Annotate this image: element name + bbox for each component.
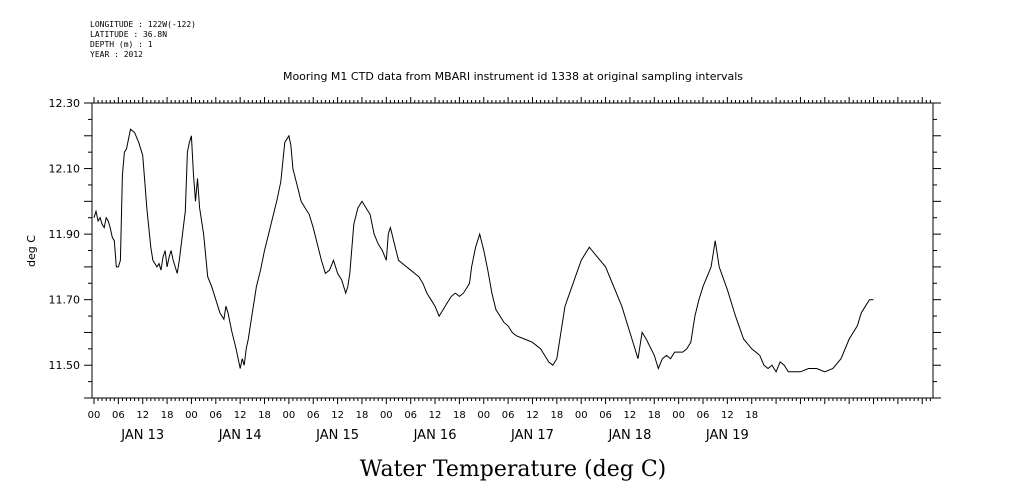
day-label: JAN 19 (705, 428, 749, 443)
x-tick-label: 06 (112, 410, 125, 421)
day-label: JAN 17 (510, 428, 554, 443)
x-tick-label: 00 (88, 410, 101, 421)
x-tick-label: 06 (697, 410, 710, 421)
x-tick-label: 18 (648, 410, 661, 421)
series-line (93, 128, 874, 373)
x-tick-label: 12 (429, 410, 442, 421)
x-tick-label: 00 (575, 410, 588, 421)
x-tick-label: 12 (721, 410, 734, 421)
x-tick-label: 00 (283, 410, 296, 421)
x-tick-label: 06 (404, 410, 417, 421)
day-label: JAN 14 (218, 428, 262, 443)
x-axis-tick-labels: 00 06 12 18 00 06 12 18 00 06 12 18 00 06 12 18 00 06 12 18… (88, 410, 758, 421)
day-label: JAN 16 (413, 428, 457, 443)
day-label: JAN 15 (315, 428, 359, 443)
x-tick-label: 12 (331, 410, 344, 421)
x-tick-label: 06 (209, 410, 222, 421)
x-tick-label: 12 (136, 410, 149, 421)
x-tick-label: 06 (599, 410, 612, 421)
y-tick-label: 11.90 (49, 228, 81, 241)
y-tick-label: 11.50 (49, 359, 81, 372)
y-tick-label: 11.70 (49, 294, 81, 307)
y-axis-tick-labels: 11.50 11.70 11.90 12.10 12.30 (49, 97, 81, 372)
y-tick-label: 12.30 (49, 97, 81, 110)
x-axis-label: Water Temperature (deg C) (360, 457, 667, 482)
x-tick-label: 12 (624, 410, 637, 421)
metadata-block: LONGITUDE : 122W(-122) LATITUDE : 36.8N … (90, 20, 196, 60)
latitude-text: LATITUDE : 36.8N (90, 30, 168, 39)
x-tick-label: 18 (550, 410, 563, 421)
x-tick-label: 00 (185, 410, 198, 421)
x-tick-label: 00 (380, 410, 393, 421)
plot-frame (91, 102, 934, 399)
x-tick-label: 06 (502, 410, 515, 421)
x-tick-label: 12 (234, 410, 247, 421)
x-tick-label: 18 (745, 410, 758, 421)
day-label: JAN 18 (607, 428, 651, 443)
x-tick-label: 18 (356, 410, 369, 421)
depth-text: DEPTH (m) : 1 (90, 40, 153, 49)
axis-ticks (84, 97, 941, 404)
day-label: JAN 13 (120, 428, 164, 443)
year-text: YEAR : 2012 (90, 50, 143, 59)
day-labels: JAN 13 JAN 14 JAN 15 JAN 16 JAN 17 JAN 18 JAN … (120, 428, 749, 443)
x-tick-label: 18 (453, 410, 466, 421)
x-tick-label: 12 (526, 410, 539, 421)
x-tick-label: 18 (258, 410, 271, 421)
x-tick-label: 00 (477, 410, 490, 421)
y-tick-label: 12.10 (49, 163, 81, 176)
x-tick-label: 18 (161, 410, 174, 421)
y-axis-label: deg C (25, 235, 38, 267)
chart-title: Mooring M1 CTD data from MBARI instrumen… (283, 70, 743, 83)
longitude-text: LONGITUDE : 122W(-122) (90, 20, 196, 29)
x-tick-label: 00 (672, 410, 685, 421)
x-tick-label: 06 (307, 410, 320, 421)
